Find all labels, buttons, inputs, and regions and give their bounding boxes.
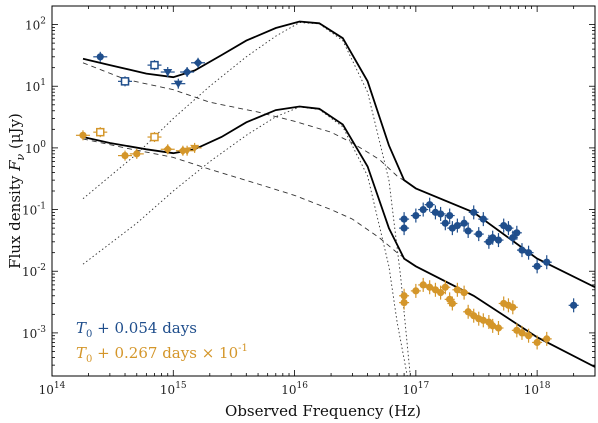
data-point — [494, 324, 503, 332]
legend-entry-epoch2: T0 + 0.267 days × 10-1 — [76, 343, 248, 365]
data-point — [419, 205, 427, 214]
data-point — [437, 289, 445, 297]
data-point — [524, 332, 533, 340]
data-point — [400, 298, 408, 307]
data-point — [470, 208, 478, 216]
data-point — [133, 150, 141, 158]
x-tick-label: 1015 — [160, 381, 187, 397]
data-point — [460, 289, 468, 297]
data-point — [446, 211, 454, 220]
data-point — [173, 80, 183, 89]
data-point — [543, 258, 551, 266]
data-point — [193, 58, 203, 68]
data-point — [437, 210, 445, 218]
data-point — [412, 211, 420, 220]
data-points — [75, 51, 579, 350]
y-tick-label: 102 — [25, 17, 46, 33]
data-point — [518, 246, 526, 254]
data-point — [464, 227, 472, 235]
data-point — [441, 283, 449, 291]
data-point — [190, 144, 200, 153]
y-tick-label: 10-3 — [22, 325, 46, 341]
data-point — [120, 77, 130, 86]
data-point — [524, 249, 533, 257]
data-point — [96, 127, 105, 137]
data-point — [79, 131, 87, 139]
data-point — [400, 215, 408, 223]
data-point — [448, 299, 456, 308]
data-point — [441, 219, 449, 227]
data-point — [504, 224, 513, 232]
data-point — [494, 236, 503, 244]
data-point — [460, 219, 468, 227]
data-point — [518, 329, 526, 337]
data-point — [96, 53, 104, 61]
data-point — [509, 303, 517, 311]
data-point — [182, 67, 192, 77]
legend-entry-epoch1: T0 + 0.054 days — [76, 319, 197, 340]
data-point — [464, 308, 472, 316]
data-point — [543, 335, 551, 343]
data-point — [426, 283, 434, 291]
data-point — [513, 229, 521, 237]
x-axis-label: Observed Frequency (Hz) — [225, 402, 421, 420]
x-tick-label: 1017 — [402, 381, 429, 397]
data-point — [150, 132, 159, 142]
data-point — [509, 234, 517, 242]
x-tick-label: 1016 — [281, 381, 308, 397]
y-tick-label: 101 — [25, 78, 46, 94]
plot-frame — [51, 5, 596, 377]
data-point — [163, 69, 173, 77]
data-point — [475, 230, 483, 238]
data-point — [182, 147, 192, 156]
y-tick-label: 100 — [25, 140, 46, 156]
data-point — [533, 338, 541, 347]
x-tick-label: 1018 — [524, 381, 551, 397]
data-point — [533, 262, 541, 270]
data-point — [121, 152, 129, 160]
legend: T0 + 0.054 days T0 + 0.267 days × 10-1 — [76, 319, 248, 365]
data-point — [453, 286, 461, 294]
x-tick-label: 1014 — [39, 381, 66, 397]
dashed-curve — [82, 62, 595, 288]
data-point — [426, 201, 434, 209]
y-axis-label: Flux density Fν (μJy) — [6, 113, 27, 269]
data-point — [570, 301, 578, 309]
axis-tick-labels: 1014 1015 1016 1017 1018 10-3 10-2 10-1 100 101 10… — [22, 17, 551, 397]
data-point — [400, 224, 408, 232]
model-curve — [82, 20, 595, 289]
y-tick-label: 10-1 — [22, 202, 46, 218]
data-point — [163, 144, 173, 154]
data-point — [150, 60, 159, 70]
y-tick-label: 10-2 — [22, 263, 46, 279]
data-point — [412, 287, 420, 295]
axis-ticks — [51, 5, 596, 377]
data-point — [479, 215, 487, 223]
dotted-curve — [82, 22, 411, 376]
